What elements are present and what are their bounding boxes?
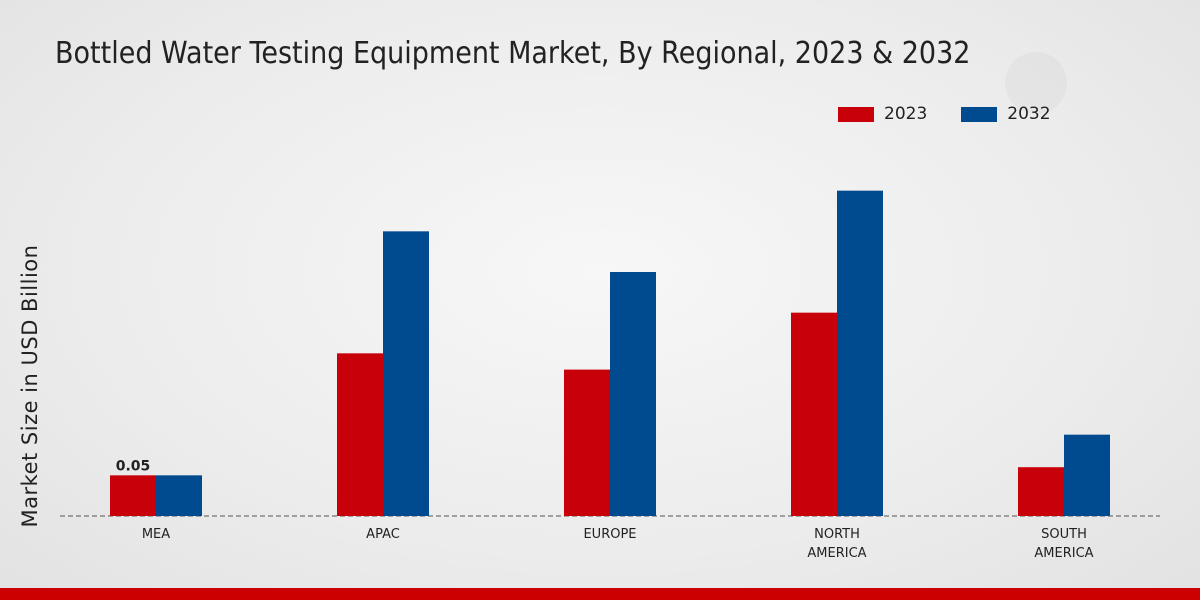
bar-2023-apac bbox=[337, 353, 383, 516]
bar-2032-europe bbox=[610, 272, 656, 516]
x-tick-label: EUROPE bbox=[583, 527, 636, 542]
x-tick-label: NORTH AMERICA bbox=[807, 527, 866, 561]
legend-label-2032: 2032 bbox=[1007, 104, 1051, 124]
logo-watermark bbox=[1005, 52, 1067, 114]
bar-2023-europe bbox=[564, 369, 610, 516]
legend-item-2032: 2032 bbox=[961, 104, 1051, 124]
chart-title: Bottled Water Testing Equipment Market, … bbox=[55, 36, 971, 71]
x-tick-label: APAC bbox=[366, 527, 400, 542]
bar-2032-apac bbox=[383, 231, 429, 517]
legend-swatch-2023 bbox=[838, 106, 874, 122]
legend-swatch-2032 bbox=[961, 106, 998, 122]
bar-2023-south-america bbox=[1018, 467, 1064, 516]
bar-2023-north-america bbox=[791, 312, 837, 516]
bar-2032-mea bbox=[156, 475, 202, 516]
bar-2032-north-america bbox=[837, 190, 883, 516]
legend-item-2023: 2023 bbox=[838, 104, 927, 124]
legend: 2023 2032 bbox=[838, 104, 1085, 124]
data-label: 0.05 bbox=[116, 458, 151, 474]
footer-bar bbox=[0, 588, 1200, 600]
x-tick-label: SOUTH AMERICA bbox=[1034, 527, 1093, 561]
x-tick-label: MEA bbox=[142, 527, 170, 542]
bar-2023-mea bbox=[110, 475, 156, 516]
legend-label-2023: 2023 bbox=[884, 104, 928, 124]
bar-2032-south-america bbox=[1064, 434, 1110, 516]
